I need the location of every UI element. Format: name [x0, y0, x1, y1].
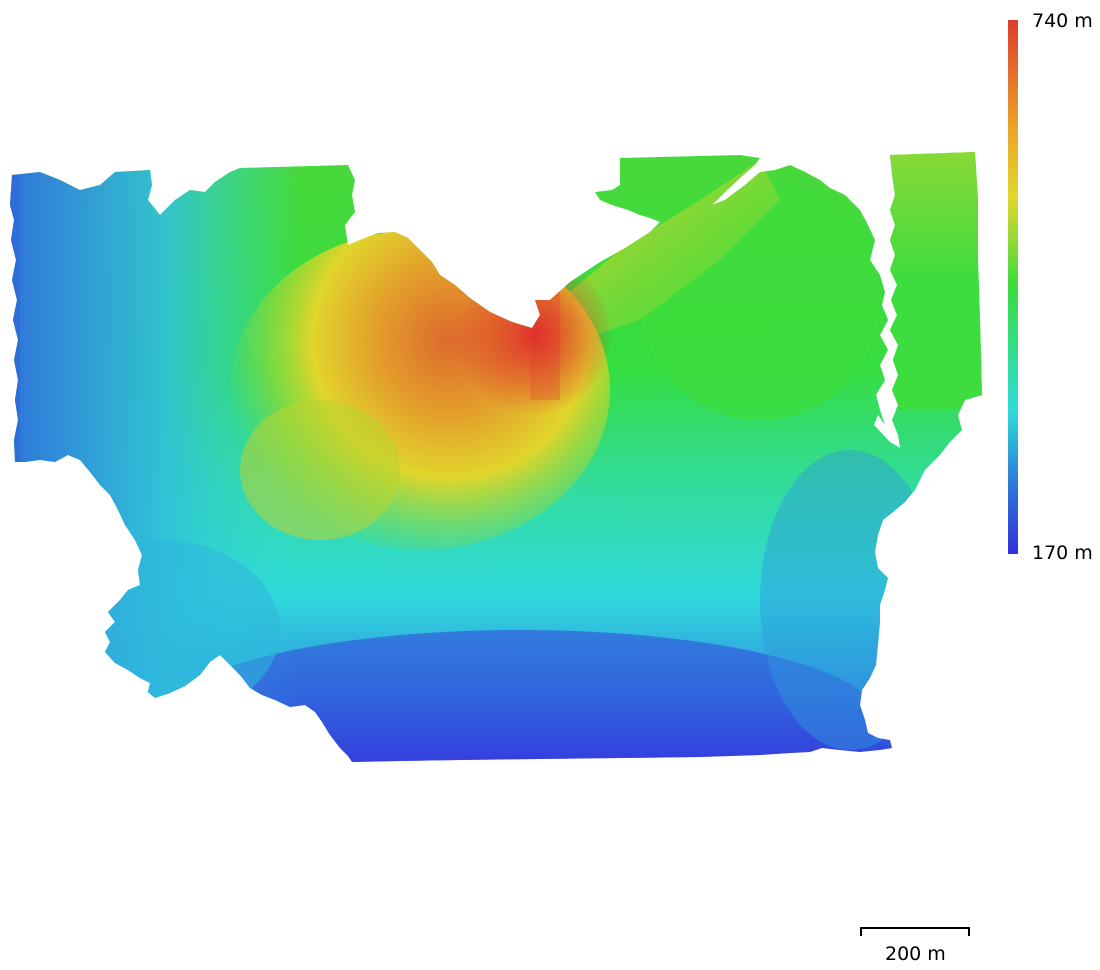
legend-max-label: 740 m — [1032, 10, 1093, 32]
legend-color-bar — [1008, 20, 1018, 554]
elevation-raster — [10, 152, 982, 762]
scale-bar — [860, 927, 970, 936]
legend-min-label: 170 m — [1032, 542, 1093, 564]
scale-bar-label: 200 m — [885, 943, 946, 965]
